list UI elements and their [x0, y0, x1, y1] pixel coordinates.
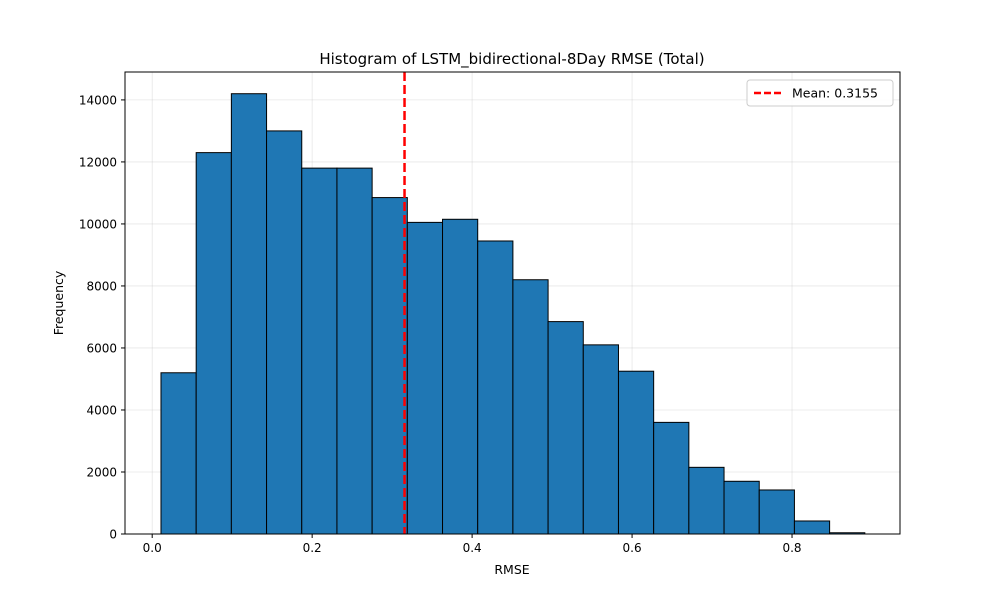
histogram-bar: [406, 221, 444, 535]
x-axis-label: RMSE: [494, 562, 529, 577]
histogram-bar: [653, 421, 690, 535]
histogram-bar: [477, 240, 514, 535]
histogram-bar: [371, 197, 408, 535]
bars-layer: [160, 93, 866, 535]
histogram-bar: [723, 480, 760, 535]
ticks-layer: 0.0 0.2 0.4 0.6 0.8 0 2000 4000 6000 8000 10000 120…: [79, 93, 802, 555]
y-tick-label: 12000: [79, 155, 117, 169]
histogram-bar: [336, 167, 373, 535]
histogram-bar: [758, 489, 795, 535]
histogram-bar: [547, 321, 584, 535]
y-tick-label: 14000: [79, 93, 117, 107]
histogram-bar: [617, 370, 655, 535]
legend-mean-label: Mean: 0.3155: [792, 86, 878, 101]
legend: Mean: 0.3155: [746, 79, 894, 107]
histogram-bar: [793, 520, 831, 535]
histogram-bar: [688, 466, 725, 535]
x-tick-label: 0.0: [143, 541, 162, 555]
x-tick-label: 0.2: [303, 541, 322, 555]
histogram-bar: [160, 372, 197, 535]
chart-title: Histogram of LSTM_bidirectional-8Day RMS…: [319, 50, 704, 69]
y-tick-label: 6000: [86, 341, 117, 355]
x-tick-label: 0.4: [463, 541, 482, 555]
x-tick-label: 0.8: [782, 541, 801, 555]
y-tick-label: 2000: [86, 465, 117, 479]
y-tick-label: 10000: [79, 217, 117, 231]
histogram-bar: [512, 279, 549, 535]
histogram-bar: [230, 93, 268, 535]
axes-frame: [124, 71, 901, 535]
histogram-bar: [442, 218, 479, 535]
histogram-bar: [582, 344, 619, 535]
y-tick-label: 0: [109, 528, 117, 542]
histogram-bar: [195, 152, 232, 535]
y-tick-label: 4000: [86, 403, 117, 417]
histogram-bar: [301, 167, 338, 535]
y-axis-label: Frequency: [51, 270, 66, 335]
legend-box: [746, 79, 894, 107]
x-tick-label: 0.6: [623, 541, 642, 555]
histogram-bar: [266, 130, 303, 535]
y-tick-label: 8000: [86, 279, 117, 293]
